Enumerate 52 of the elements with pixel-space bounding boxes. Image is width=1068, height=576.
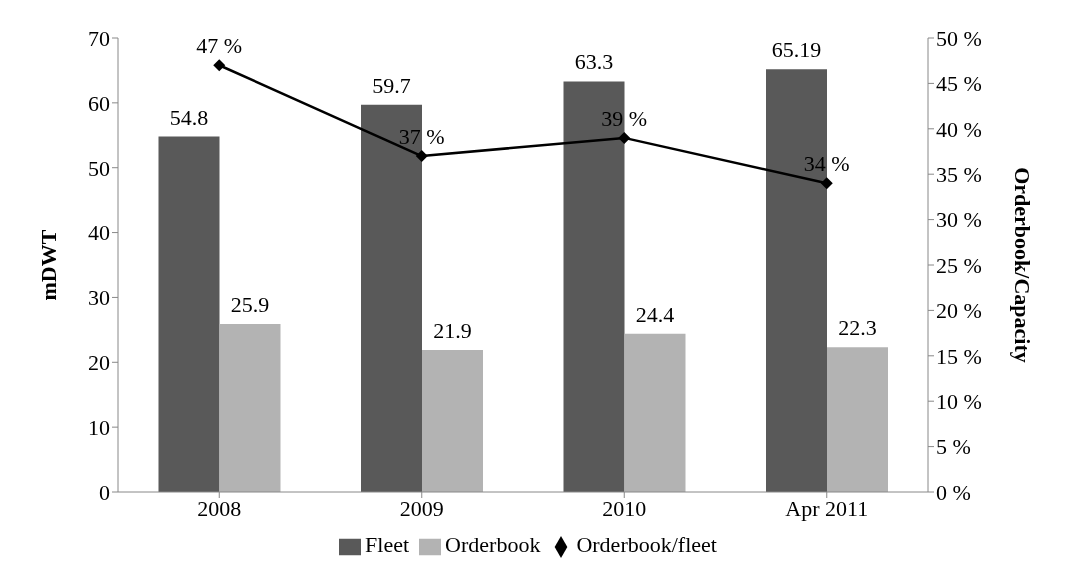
- y-axis-title: mDWT: [35, 229, 61, 301]
- y2-tick-label: 25 %: [936, 252, 982, 278]
- bar: [827, 347, 888, 492]
- bar: [422, 349, 483, 492]
- data-label: 25.9: [230, 292, 270, 318]
- y2-tick-label: 5 %: [936, 434, 971, 460]
- x-tick-label: 2010: [602, 495, 647, 521]
- y2-tick-label: 40 %: [936, 116, 982, 142]
- data-label: 47 %: [196, 33, 243, 59]
- data-label: 54.8: [169, 104, 209, 130]
- y2-tick-label: 15 %: [936, 343, 982, 369]
- bar: [766, 69, 827, 492]
- y-tick-label: 40: [88, 220, 110, 246]
- y-tick-label: 30: [88, 285, 110, 311]
- data-label: 39 %: [601, 105, 648, 131]
- data-label: 63.3: [574, 49, 614, 75]
- y-tick-label: 60: [88, 90, 110, 116]
- bar: [158, 136, 220, 492]
- data-label: 65.19: [771, 37, 822, 63]
- x-tick-label: Apr 2011: [785, 495, 869, 521]
- y2-tick-label: 0 %: [936, 479, 971, 505]
- y-tick-label: 70: [88, 25, 110, 51]
- x-tick-label: 2008: [197, 495, 242, 521]
- data-label: 24.4: [635, 301, 675, 327]
- data-label: 34 %: [803, 151, 850, 177]
- y-tick-label: 10: [88, 414, 110, 440]
- y2-tick-label: 45 %: [936, 71, 982, 97]
- data-label: 37 %: [398, 124, 445, 150]
- legend-label: Orderbook: [445, 532, 541, 557]
- y2-tick-label: 30 %: [936, 207, 982, 233]
- data-label: 59.7: [372, 72, 411, 98]
- point: [213, 59, 226, 72]
- data-label: 21.9: [433, 317, 472, 343]
- y-tick-label: 50: [88, 155, 110, 181]
- bar: [361, 104, 422, 492]
- bar: [219, 324, 281, 492]
- point: [618, 131, 631, 144]
- y2-tick-label: 35 %: [936, 162, 982, 188]
- point: [820, 177, 833, 190]
- legend-label: Fleet: [365, 532, 410, 557]
- bar: [563, 81, 625, 492]
- data-label: 22.3: [838, 315, 877, 341]
- y2-tick-label: 20 %: [936, 298, 982, 324]
- y2-tick-label: 10 %: [936, 389, 982, 415]
- y-tick-label: 0: [99, 479, 110, 505]
- point: [415, 150, 428, 163]
- y-tick-label: 20: [88, 350, 110, 376]
- legend-label: Orderbook/fleet: [576, 532, 717, 557]
- bar: [624, 333, 686, 492]
- y2-tick-label: 50 %: [936, 25, 982, 51]
- x-tick-label: 2009: [399, 495, 444, 521]
- y2-axis-title: Orderbook/Capacity: [1010, 167, 1036, 363]
